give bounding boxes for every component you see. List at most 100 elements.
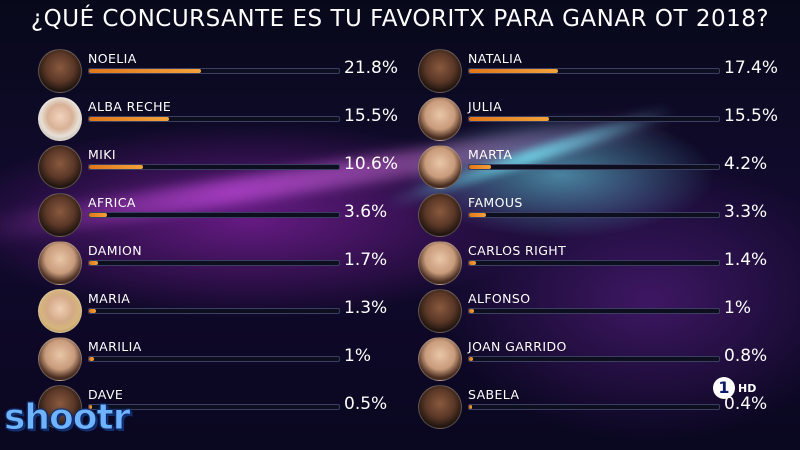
vote-percent: 15.5% [344,106,399,126]
channel-number: 1 [713,377,735,399]
vote-bar-fill [89,165,144,169]
vote-bar-track [468,164,720,170]
contestant-name: MIKI [88,147,116,162]
contestant-avatar [418,145,462,189]
vote-bar-track [468,116,720,122]
vote-bar-fill [89,213,108,217]
contestant-row: ALFONSO 1% [418,288,751,333]
contestant-avatar [418,289,462,333]
vote-percent: 0.8% [724,346,768,366]
contestant-name: DAMION [88,243,143,258]
vote-percent: 3.3% [724,202,768,222]
vote-bar-fill [469,405,472,409]
contestant-row: AFRICA 3.6% [38,192,387,237]
contestant-name: NOELIA [88,51,137,66]
contestant-name: AFRICA [88,195,136,210]
vote-percent: 15.5% [724,106,779,126]
vote-bar-track [88,308,340,314]
contestant-avatar [418,241,462,285]
vote-percent: 1.4% [724,250,768,270]
vote-percent: 10.6% [344,154,399,174]
contestant-avatar [418,385,462,429]
vote-bar-fill [469,213,486,217]
contestant-avatar [38,49,82,93]
contestant-avatar [38,97,82,141]
contestant-avatar [418,337,462,381]
vote-percent: 1.3% [344,298,388,318]
vote-percent: 1.7% [344,250,388,270]
contestant-avatar [38,145,82,189]
contestant-name: FAMOUS [468,195,523,210]
contestant-avatar [418,97,462,141]
contestant-row: JULIA 15.5% [418,96,778,141]
channel-hd-label: HD [738,382,757,395]
vote-bar-track [88,164,340,170]
vote-percent: 0.4% [724,394,768,414]
vote-bar-track [468,68,720,74]
contestant-name: DAVE [88,387,124,402]
vote-bar-fill [89,309,96,313]
vote-bar-fill [469,69,559,73]
contestant-name: MARILIA [88,339,142,354]
vote-percent: 21.8% [344,58,399,78]
contestant-name: ALFONSO [468,291,531,306]
vote-bar-fill [89,261,98,265]
vote-bar-fill [89,357,95,361]
vote-bar-track [88,404,340,410]
contestant-avatar [38,337,82,381]
contestant-row: NOELIA 21.8% [38,48,398,93]
contestant-avatar [38,241,82,285]
contestant-name: JULIA [468,99,503,114]
contestant-name: SABELA [468,387,520,402]
vote-bar-track [468,308,720,314]
vote-percent: 1% [724,298,751,318]
vote-bar-fill [469,261,477,265]
vote-bar-track [468,404,720,410]
contestant-row: MARILIA 1% [38,336,371,381]
contestant-row: MARTA 4.2% [418,144,767,189]
vote-bar-track [468,212,720,218]
contestant-avatar [38,193,82,237]
contestant-avatar [418,49,462,93]
watermark-logo: shootr [3,397,130,439]
vote-bar-track [88,356,340,362]
contestant-row: MIKI 10.6% [38,144,398,189]
contestant-name: CARLOS RIGHT [468,243,567,258]
vote-percent: 17.4% [724,58,779,78]
vote-bar-fill [89,117,169,121]
contestant-row: JOAN GARRIDO 0.8% [418,336,767,381]
channel-logo: 1 HD [713,377,773,401]
vote-bar-fill [469,309,475,313]
vote-bar-fill [89,405,92,409]
vote-bar-track [468,356,720,362]
vote-percent: 3.6% [344,202,388,222]
vote-bar-track [88,260,340,266]
contestant-name: NATALIA [468,51,523,66]
contestant-row: MARIA 1.3% [38,288,387,333]
vote-percent: 1% [344,346,371,366]
contestant-row: FAMOUS 3.3% [418,192,767,237]
vote-bar-fill [89,69,201,73]
vote-bar-track [88,212,340,218]
contestant-avatar [38,385,82,429]
contestant-row: DAMION 1.7% [38,240,387,285]
contestant-row: SABELA 0.4% [418,384,767,429]
contestant-row: NATALIA 17.4% [418,48,778,93]
vote-bar-track [468,260,720,266]
contestant-row: ALBA RECHE 15.5% [38,96,398,141]
vote-bar-fill [469,165,491,169]
contestant-avatar [418,193,462,237]
vote-bar-track [88,68,340,74]
contestant-name: MARTA [468,147,513,162]
vote-percent: 4.2% [724,154,768,174]
contestant-row: CARLOS RIGHT 1.4% [418,240,767,285]
contestant-name: ALBA RECHE [88,99,172,114]
contestant-avatar [38,289,82,333]
vote-bar-fill [469,357,474,361]
poll-title: ¿QUÉ CONCURSANTE ES TU FAVORITX PARA GAN… [30,6,770,32]
vote-bar-fill [469,117,549,121]
contestant-name: MARIA [88,291,131,306]
vote-percent: 0.5% [344,394,388,414]
vote-bar-track [88,116,340,122]
contestant-row: DAVE 0.5% [38,384,387,429]
